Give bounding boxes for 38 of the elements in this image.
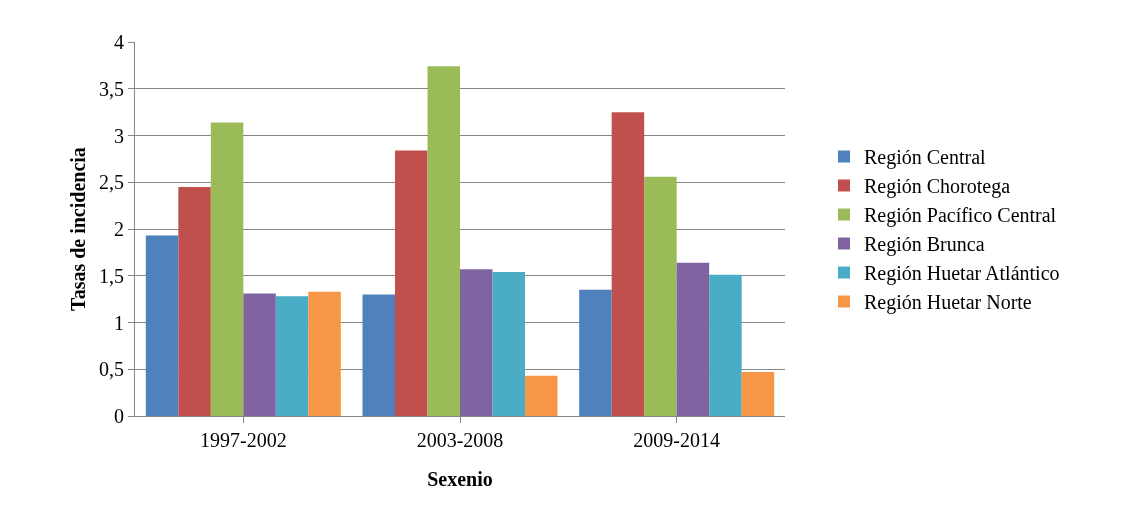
bar [275, 296, 309, 416]
bar [525, 375, 558, 416]
y-axis-title: Tasas de incidencia [67, 147, 89, 311]
bar [611, 112, 645, 416]
bar [579, 289, 612, 416]
bar [741, 372, 775, 416]
bar [492, 272, 525, 416]
y-tick-label: 0 [114, 405, 124, 427]
x-tick-label: 2003-2008 [416, 429, 504, 451]
y-tick-label: 2 [114, 218, 124, 240]
bar [243, 293, 276, 416]
y-tick-label: 2,5 [99, 171, 124, 194]
bar [145, 235, 179, 416]
legend-label: Región Brunca [864, 233, 985, 257]
x-axis-title: Sexenio [427, 468, 493, 490]
bar [210, 122, 244, 416]
bar [460, 269, 493, 416]
y-tick-label: 0,5 [99, 358, 124, 381]
x-tick-label: 1997-2002 [199, 429, 287, 451]
y-tick-label: 3,5 [99, 77, 124, 100]
y-tick-label: 1,5 [99, 264, 124, 287]
bar [427, 66, 460, 416]
legend-label: Región Pacífico Central [864, 204, 1057, 228]
bar [395, 150, 428, 416]
y-tick-label: 1 [114, 311, 124, 334]
legend-label: Región Huetar Atlántico [864, 262, 1060, 286]
bar [362, 294, 395, 416]
bar [308, 291, 341, 416]
bar [178, 186, 211, 416]
legend-label: Región Chorotega [864, 175, 1011, 199]
y-tick-label: 3 [114, 124, 124, 147]
y-tick-label: 4 [114, 31, 124, 53]
legend-label: Región Central [864, 146, 987, 170]
legend-label: Región Huetar Norte [864, 291, 1032, 315]
x-tick-label: 2009-2014 [633, 429, 721, 451]
bar [676, 262, 710, 416]
bar [709, 274, 742, 416]
bar [644, 176, 677, 416]
